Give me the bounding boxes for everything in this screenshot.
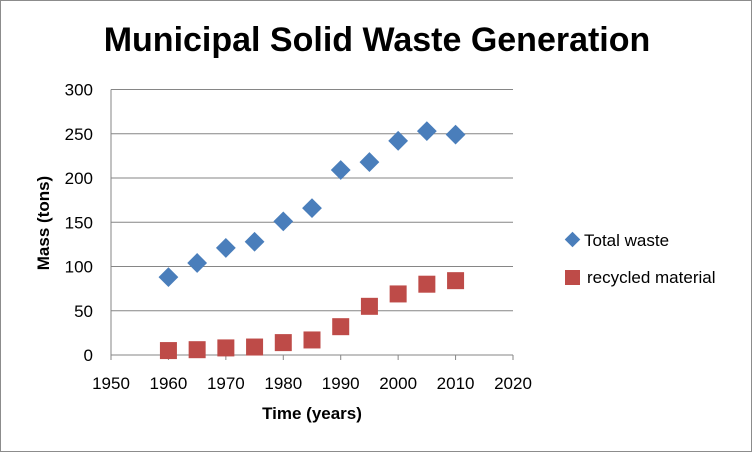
point-recycled-material-1965: [188, 341, 206, 359]
point-total-waste-1975: [244, 231, 265, 252]
point-total-waste-1965: [187, 253, 208, 273]
legend-label-total-waste: Total waste: [584, 231, 669, 250]
point-total-waste-1985: [302, 198, 322, 218]
point-total-waste-1970: [215, 238, 236, 258]
legend-marker-recycled-material: [565, 270, 580, 285]
point-total-waste-2005: [416, 121, 437, 141]
point-total-waste-1980: [273, 211, 294, 232]
x-tick-label: 1950: [92, 374, 130, 393]
point-total-waste-1990: [330, 160, 351, 180]
x-tick-label: 2010: [437, 374, 475, 393]
y-axis-title: Mass (tons): [34, 176, 53, 270]
y-tick-label: 100: [65, 258, 93, 277]
point-recycled-material-1995: [360, 297, 378, 315]
point-recycled-material-2005: [418, 275, 436, 293]
y-tick-label: 0: [84, 346, 93, 365]
x-tick-label: 1970: [207, 374, 245, 393]
point-recycled-material-1970: [217, 339, 235, 357]
point-recycled-material-2010: [447, 272, 465, 290]
y-tick-label: 300: [65, 81, 93, 100]
y-tick-label: 250: [65, 125, 93, 144]
point-total-waste-1995: [359, 152, 380, 172]
y-tick-label: 50: [74, 302, 93, 321]
point-total-waste-2010: [445, 124, 466, 145]
chart-title: Municipal Solid Waste Generation: [103, 21, 651, 59]
point-recycled-material-1985: [303, 331, 321, 349]
point-total-waste-2000: [388, 130, 409, 151]
x-tick-label: 1960: [150, 374, 188, 393]
point-recycled-material-2000: [389, 285, 407, 303]
x-tick-label: 1980: [264, 374, 302, 393]
x-tick-label: 1990: [322, 374, 360, 393]
y-tick-label: 150: [65, 213, 93, 232]
y-tick-label: 200: [65, 169, 93, 188]
legend-label-recycled-material: recycled material: [587, 268, 716, 287]
point-total-waste-1960: [158, 267, 179, 288]
x-tick-label: 2000: [379, 374, 417, 393]
x-tick-label: 2020: [494, 374, 532, 393]
point-recycled-material-1980: [274, 334, 292, 352]
legend-marker-total-waste: [564, 231, 581, 248]
legend: Total waste recycled material: [564, 231, 716, 287]
point-recycled-material-1960: [159, 342, 177, 360]
x-axis-title: Time (years): [262, 404, 362, 423]
point-recycled-material-1975: [246, 338, 264, 356]
point-recycled-material-1990: [332, 318, 350, 336]
